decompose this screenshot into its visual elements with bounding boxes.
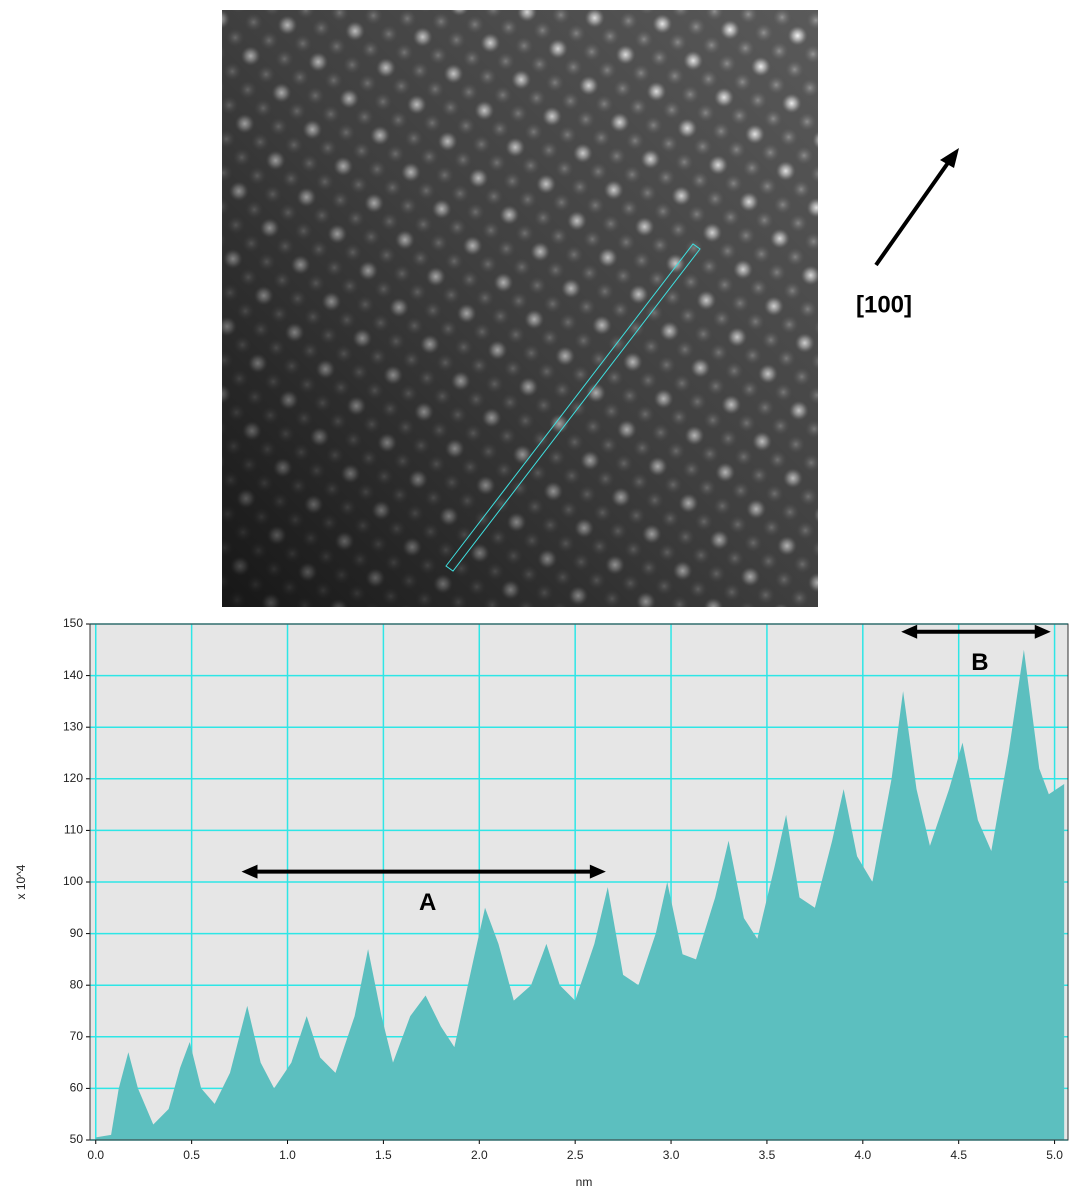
direction-arrow	[876, 160, 950, 265]
y-tick-label: 110	[64, 823, 83, 837]
stem-image	[222, 10, 818, 607]
annotation-label: A	[419, 889, 436, 916]
y-tick-label: 100	[63, 874, 83, 888]
x-tick-label: 1.5	[375, 1148, 392, 1162]
y-tick-label: 60	[70, 1081, 84, 1095]
x-tick-label: 0.0	[87, 1148, 104, 1162]
direction-arrow-head	[940, 148, 959, 168]
direction-label: [100]	[856, 291, 912, 318]
y-tick-label: 140	[63, 668, 83, 682]
y-axis-label: x 10^4	[14, 864, 28, 899]
y-tick-label: 150	[63, 616, 83, 630]
x-tick-label: 3.5	[759, 1148, 776, 1162]
x-tick-label: 5.0	[1046, 1148, 1063, 1162]
y-tick-label: 130	[63, 719, 83, 733]
y-tick-label: 50	[70, 1132, 84, 1146]
y-tick-label: 80	[70, 977, 84, 991]
y-tick-label: 70	[70, 1029, 84, 1043]
annotation-label: B	[971, 649, 988, 676]
x-tick-label: 0.5	[183, 1148, 200, 1162]
x-tick-label: 4.0	[854, 1148, 871, 1162]
y-tick-label: 90	[70, 926, 84, 940]
x-tick-label: 4.5	[950, 1148, 967, 1162]
x-tick-label: 2.0	[471, 1148, 488, 1162]
x-axis-label: nm	[576, 1175, 593, 1189]
x-tick-label: 1.0	[279, 1148, 296, 1162]
x-tick-label: 2.5	[567, 1148, 584, 1162]
y-tick-label: 120	[63, 771, 83, 785]
x-tick-label: 3.0	[663, 1148, 680, 1162]
